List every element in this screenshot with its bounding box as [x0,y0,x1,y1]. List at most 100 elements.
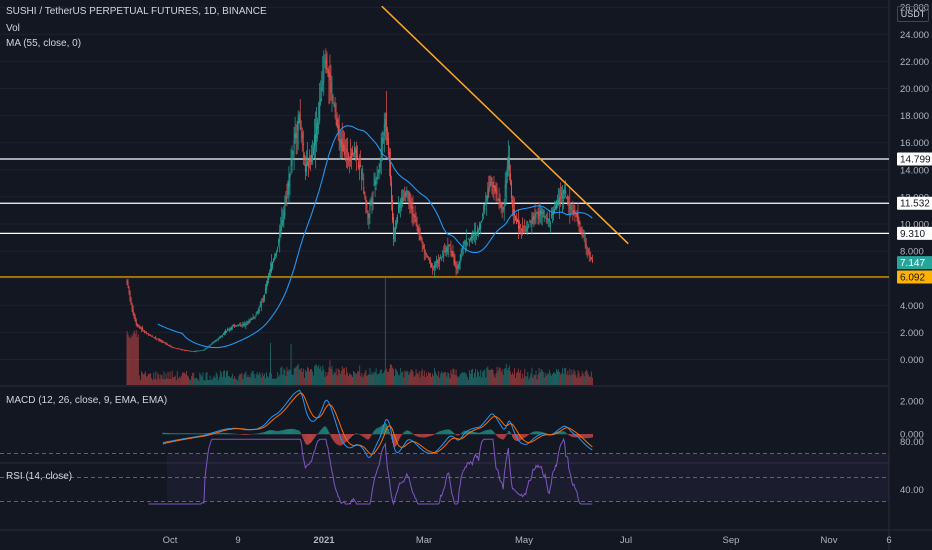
macd-histogram-bar [535,431,537,435]
candle-body [311,154,312,162]
macd-histogram-bar [559,431,561,435]
volume-bar [201,376,203,385]
macd-histogram-bar [462,431,464,435]
candle-body [318,119,320,120]
macd-histogram-bar [246,434,248,435]
candle-body [337,119,339,132]
volume-bar [207,379,209,385]
time-tick-label: 9 [235,535,240,546]
macd-histogram-bar [166,432,168,435]
volume-bar [404,370,406,385]
volume-bar [583,376,585,385]
volume-bar [439,377,441,385]
macd-histogram-bar [513,434,514,439]
rsi-tick-label: 80.00 [900,437,924,448]
candle-body [384,118,386,128]
volume-bar [589,376,591,385]
macd-histogram-bar [334,434,336,443]
volume-bar [304,370,306,385]
macd-histogram-bar [578,434,580,438]
candle-body [224,331,226,333]
volume-bar [181,372,183,385]
macd-histogram-bar [319,431,321,435]
candle-body [179,349,181,350]
macd-histogram-bar [498,434,500,438]
macd-histogram-bar [476,432,478,435]
candle-body [300,127,302,129]
volume-bar [310,369,311,385]
macd-histogram-bar [163,432,165,435]
candle-body [174,347,176,349]
volume-bar [567,370,569,385]
macd-histogram-bar [383,423,385,435]
macd-histogram-bar [375,428,377,435]
price-tick-label: 16.000 [900,138,929,149]
volume-bar [367,375,369,385]
macd-histogram-bar [222,432,224,435]
macd-histogram-bar [368,434,370,440]
macd-histogram-bar [391,434,392,440]
volume-bar [182,372,184,385]
volume-bar [336,375,338,385]
candle-body [438,263,440,264]
macd-histogram-bar [277,431,279,435]
candle-body [483,205,485,212]
candle-body [477,230,478,233]
volume-bar [229,376,230,385]
volume-bar [550,375,552,385]
macd-histogram-bar [466,430,468,435]
volume-bar [157,372,159,385]
volume-bar [379,370,381,385]
volume-bar [272,378,274,385]
volume-bar [345,367,347,385]
candle-body [352,149,353,156]
volume-bar [173,376,175,385]
macd-histogram-bar [259,432,261,435]
volume-bar [440,373,442,385]
volume-bar [342,368,344,385]
macd-histogram-bar [223,432,225,435]
volume-bar [523,377,525,385]
volume-bar [327,372,329,385]
macd-histogram-bar [410,432,412,435]
macd-histogram-bar [501,434,503,440]
volume-bar [273,378,275,385]
currency-badge[interactable]: USDT [897,6,929,22]
volume-bar [451,373,453,385]
candle-body [219,336,221,338]
macd-histogram-bar [274,430,276,435]
macd-histogram-bar [437,432,439,435]
volume-bar [158,374,160,385]
volume-bar [260,377,262,385]
volume-bar [441,371,443,385]
candle-body [256,313,258,315]
macd-histogram-bar [532,431,534,435]
volume-bar [433,375,434,385]
candle-body [452,253,454,256]
volume-bar [309,371,310,385]
volume-bar [299,369,301,385]
volume-bar [496,366,498,385]
volume-bar [289,369,291,385]
candle-body [301,133,303,139]
volume-bar [541,370,543,385]
volume-bar [255,374,257,385]
candle-body [248,320,250,323]
volume-bar [561,373,563,385]
volume-bar [562,367,564,385]
macd-histogram-bar [349,434,350,439]
candle-body [391,181,392,204]
candle-body [194,351,196,352]
macd-histogram-bar [471,431,472,435]
candle-body [296,133,298,138]
candle-body [197,350,199,352]
macd-histogram-bar [262,432,264,435]
candle-body [162,341,164,343]
volume-bar [155,371,157,385]
volume-bar [421,368,423,385]
volume-bar [460,373,462,385]
candle-body [299,113,301,130]
volume-bar [325,371,327,385]
candle-body [464,243,466,245]
